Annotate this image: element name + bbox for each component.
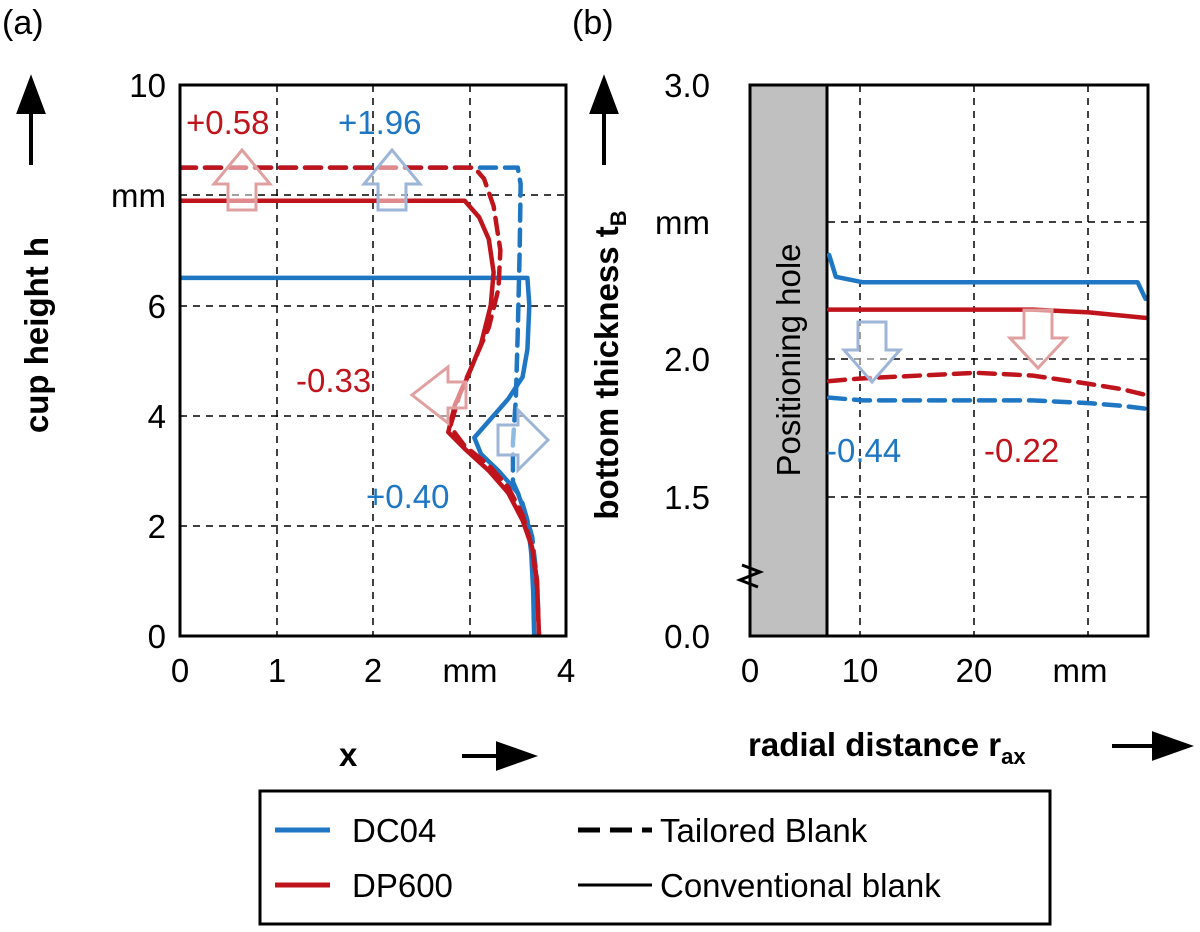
b-y-tick-4: 3.0 <box>664 67 710 104</box>
b-y-axis-arrow <box>589 74 619 165</box>
panel-a-label: (a) <box>2 4 44 42</box>
panel-b-frame <box>748 83 1150 638</box>
b-x-axis-arrow <box>1112 731 1195 761</box>
b-annotation-red: -0.22 <box>984 432 1059 469</box>
legend-label-dp600: DP600 <box>352 867 453 904</box>
b-y-axis-label: bottom thickness tB <box>588 210 631 519</box>
a-y-axis-label: cup height h <box>18 237 55 433</box>
a-annotation-red-top: +0.58 <box>186 104 270 141</box>
a-y-tick-2: 4 <box>148 398 166 435</box>
legend-label-dc04: DC04 <box>352 812 436 849</box>
legend-label-conventional: Conventional blank <box>660 867 941 904</box>
b-x-tick-1: 10 <box>842 652 879 689</box>
a-x-tick-0: 0 <box>171 652 189 689</box>
panel-b-series-dp600-solid <box>826 307 1148 321</box>
a-x-tick-4: 4 <box>557 652 575 689</box>
panel-b-x-ticks: 0 10 20 mm <box>741 652 1108 689</box>
b-x-axis-label-sub: ax <box>1001 744 1026 769</box>
panel-a: (a) 0 2 4 6 mm 10 0 <box>2 4 575 773</box>
arrow-up-blue <box>360 147 424 212</box>
b-x-tick-2: 20 <box>956 652 993 689</box>
a-y-tick-1: 2 <box>148 508 166 545</box>
b-y-tick-2: 2.0 <box>664 341 710 378</box>
panel-b-series-dp600-dashed <box>826 370 1148 398</box>
a-annotation-blue-top: +1.96 <box>338 104 422 141</box>
b-x-tick-0: 0 <box>741 652 759 689</box>
panel-b-y-ticks: 0.0 1.5 2.0 mm 3.0 <box>655 67 710 655</box>
legend-label-tailored: Tailored Blank <box>660 812 868 849</box>
arrow-right-blue <box>496 406 551 474</box>
legend-box <box>258 789 1052 926</box>
a-x-axis-arrow <box>462 741 539 771</box>
a-x-tick-1: 1 <box>268 652 286 689</box>
panel-b-label: (b) <box>572 4 614 42</box>
panel-b-arrows <box>840 308 1070 385</box>
arrow-down-red <box>1006 308 1070 371</box>
a-y-tick-5: 10 <box>129 67 166 104</box>
a-y-tick-3: 6 <box>148 288 166 325</box>
positioning-hole-region <box>748 83 829 638</box>
arrow-down-blue <box>840 320 904 385</box>
panel-a-series <box>180 165 542 636</box>
a-y-tick-4: mm <box>111 177 166 214</box>
a-annotation-blue-mid: +0.40 <box>366 478 450 515</box>
panel-a-series-dp600-solid <box>180 198 542 636</box>
panel-a-arrows <box>210 147 551 474</box>
panel-a-y-ticks: 0 2 4 6 mm 10 <box>111 67 166 655</box>
a-x-tick-3: mm <box>443 652 498 689</box>
arrow-up-red <box>210 147 274 212</box>
panel-b-series-dc04-solid <box>826 252 1148 301</box>
positioning-hole-label: Positioning hole <box>770 244 807 477</box>
panel-a-frame <box>178 83 568 638</box>
b-x-axis-label: radial distance rax <box>748 726 1026 769</box>
b-x-axis-label-main: radial distance r <box>748 726 1001 763</box>
arrow-left-red <box>409 363 468 427</box>
b-y-tick-1: 1.5 <box>664 479 710 516</box>
a-y-tick-0: 0 <box>148 618 166 655</box>
b-x-tick-3: mm <box>1053 652 1108 689</box>
a-x-axis-label: x <box>339 736 358 773</box>
a-y-axis-arrow <box>16 74 46 165</box>
panel-b: (b) Positioning hole 0.0 1.5 2.0 mm 3.0 … <box>572 4 1195 769</box>
b-annotation-blue: -0.44 <box>826 432 901 469</box>
panel-a-series-dc04-dashed <box>180 165 542 636</box>
legend: DC04 Tailored Blank DP600 Conventional b… <box>258 789 1052 926</box>
b-y-axis-label-sub: B <box>606 210 631 226</box>
panel-b-series-dc04-dashed <box>826 395 1148 411</box>
panel-a-series-dp600-dashed <box>180 165 542 636</box>
panel-a-x-ticks: 0 1 2 mm 4 <box>171 652 575 689</box>
b-y-axis-label-main: bottom thickness t <box>588 226 625 519</box>
b-y-tick-0: 0.0 <box>664 618 710 655</box>
panel-b-series <box>826 252 1148 411</box>
axis-break-mark <box>735 563 765 589</box>
a-annotation-red-mid: -0.33 <box>296 362 371 399</box>
a-x-tick-2: 2 <box>364 652 382 689</box>
b-y-tick-3: mm <box>655 204 710 241</box>
